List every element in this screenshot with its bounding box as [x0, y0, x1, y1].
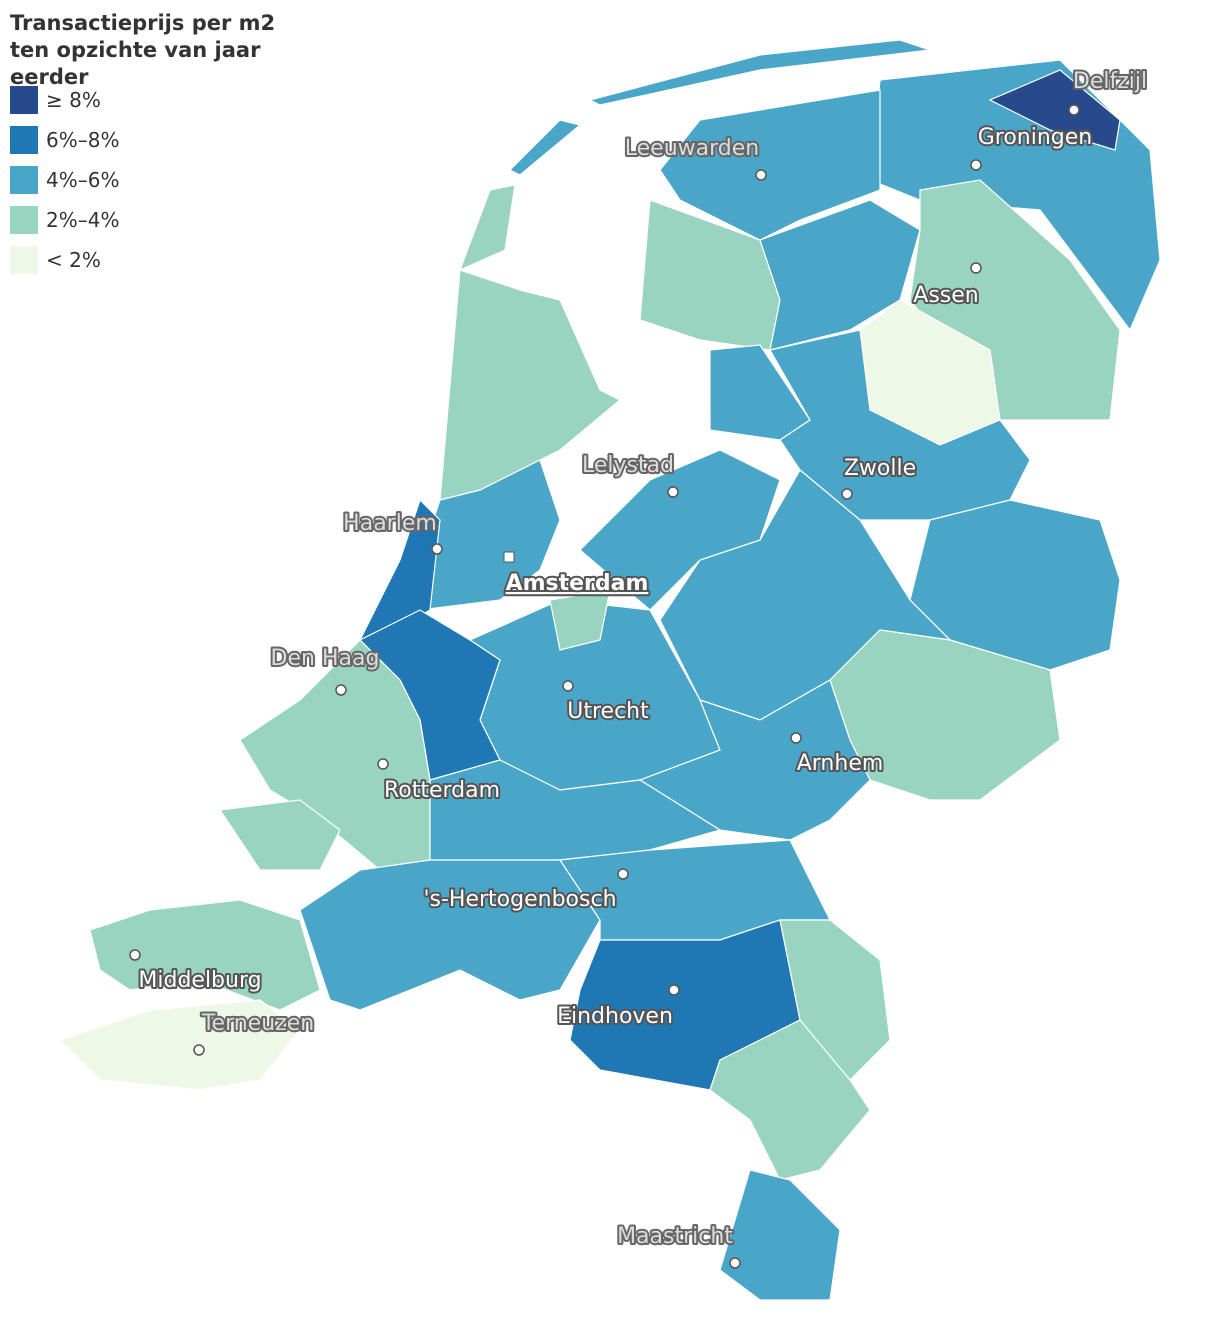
region [299, 859, 601, 1011]
city: Arnhem [790, 732, 885, 778]
city-label: Haarlem [343, 511, 437, 536]
title: Transactieprijs per m2 ten opzichte van … [10, 11, 276, 89]
region [218, 799, 341, 871]
city-label: Rotterdam [384, 778, 500, 803]
city-label: Amsterdam [506, 571, 649, 596]
city-label: Middelburg [138, 968, 261, 993]
region [579, 449, 781, 611]
legend-swatch [10, 166, 38, 194]
city: Assen [911, 262, 982, 310]
city: Amsterdam [503, 551, 650, 598]
region [58, 999, 301, 1091]
region [659, 89, 881, 241]
legend-label: ≥ 8% [46, 88, 101, 112]
city: Lelystad [580, 451, 679, 498]
city-label: Groningen [978, 125, 1093, 150]
legend-item: 6%–8% [10, 120, 119, 160]
city-label: Eindhoven [557, 1004, 673, 1029]
city-label: Maastricht [617, 1224, 733, 1249]
legend-label: 4%–6% [46, 168, 120, 192]
legend-label: 6%–8% [46, 128, 120, 152]
city-label: Lelystad [582, 453, 674, 478]
legend-swatch [10, 126, 38, 154]
city-label: Leeuwarden [625, 136, 759, 161]
legend-item: ≥ 8% [10, 80, 119, 120]
legend: ≥ 8% 6%–8% 4%–6% 2%–4% < 2% [10, 80, 119, 280]
city: Zwolle [841, 454, 918, 500]
city-label: Assen [913, 283, 978, 308]
legend-item: 2%–4% [10, 200, 119, 240]
island [508, 119, 582, 176]
city: Utrecht [562, 680, 651, 726]
legend-swatch [10, 246, 38, 274]
city: Leeuwarden [623, 134, 767, 181]
city: Terneuzen [193, 1009, 316, 1056]
island [588, 39, 931, 106]
legend-swatch [10, 86, 38, 114]
city-label: 's-Hertogenbosch [423, 887, 616, 912]
legend-item: < 2% [10, 240, 119, 280]
region [638, 679, 871, 841]
city-label: Arnhem [797, 751, 884, 776]
legend-item: 4%–6% [10, 160, 119, 200]
city: Den Haag [269, 644, 381, 696]
city-label: Den Haag [271, 646, 380, 671]
region [988, 69, 1121, 151]
city: Eindhoven [555, 984, 680, 1031]
city-label: Zwolle [844, 456, 916, 481]
city-label: Delfzijl [1073, 69, 1147, 94]
city-label: Utrecht [567, 699, 649, 724]
city-label: Terneuzen [201, 1011, 314, 1036]
city: Haarlem [341, 509, 443, 555]
island [458, 184, 516, 272]
legend-label: < 2% [46, 248, 101, 272]
city: Maastricht [615, 1222, 741, 1269]
legend-label: 2%–4% [46, 208, 120, 232]
city: Groningen [970, 123, 1094, 171]
region [759, 199, 921, 351]
city: Middelburg [129, 949, 264, 995]
region [89, 899, 321, 1011]
regions [58, 39, 1161, 1301]
region [719, 1169, 841, 1301]
city: 's-Hertogenbosch [421, 868, 629, 914]
legend-swatch [10, 206, 38, 234]
city: Rotterdam [377, 758, 502, 805]
cities: Delfzijl Groningen Leeuwarden Assen Lely… [129, 67, 1149, 1269]
city: Delfzijl [1068, 67, 1149, 116]
region [709, 1019, 871, 1181]
region [549, 589, 611, 651]
